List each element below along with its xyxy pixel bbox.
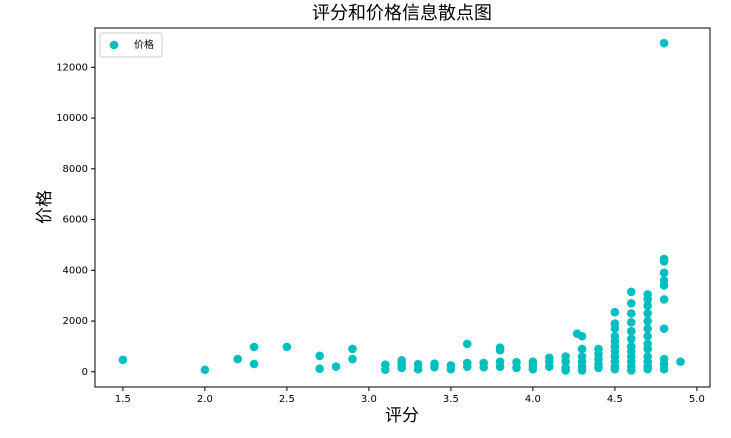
legend-marker: [109, 40, 119, 50]
y-tick-label: 12000: [56, 62, 88, 73]
point: [659, 324, 669, 333]
point: [626, 309, 636, 318]
y-tick-label: 10000: [56, 113, 88, 124]
point: [626, 298, 636, 308]
point: [528, 364, 538, 374]
point: [397, 363, 406, 373]
x-tick-label: 4.0: [525, 394, 541, 405]
point: [643, 316, 652, 326]
plot-area: [94, 27, 711, 388]
point: [643, 309, 652, 318]
x-tick-label: 3.5: [443, 394, 459, 405]
point: [594, 363, 603, 373]
legend-label: 价格: [134, 38, 154, 51]
point: [331, 362, 341, 372]
point: [233, 354, 242, 364]
point: [659, 257, 669, 266]
chart-title: 评分和价格信息散点图: [312, 3, 492, 24]
point: [348, 354, 357, 364]
legend-box: [99, 32, 163, 58]
y-tick-label: 0: [82, 367, 88, 378]
point: [610, 324, 620, 333]
point: [610, 364, 620, 374]
point: [544, 362, 554, 372]
y-tick-label: 2000: [63, 316, 88, 327]
point: [643, 295, 652, 304]
x-axis-label: 评分: [385, 406, 419, 426]
point: [659, 295, 669, 304]
point: [659, 38, 669, 48]
x-tick-label: 1.5: [115, 394, 131, 405]
point: [626, 334, 636, 344]
point: [626, 366, 636, 375]
point: [659, 364, 669, 374]
point: [249, 359, 259, 369]
point: [495, 345, 505, 355]
point: [643, 331, 652, 341]
x-tick-label: 3.0: [361, 394, 377, 405]
point: [676, 357, 685, 366]
point: [561, 366, 570, 375]
point: [577, 366, 587, 375]
x-tick-label: 4.5: [607, 394, 623, 405]
point: [626, 287, 636, 297]
point: [430, 362, 439, 372]
point: [462, 362, 472, 372]
point: [446, 364, 456, 374]
x-tick-label: 5.0: [689, 394, 705, 405]
point: [315, 351, 324, 361]
x-tick-label: 2.0: [197, 394, 213, 405]
point: [626, 326, 636, 336]
point: [315, 364, 324, 374]
point: [577, 344, 587, 354]
point: [577, 331, 587, 341]
point: [380, 365, 390, 375]
point: [200, 365, 210, 375]
y-axis-label: 价格: [35, 190, 55, 224]
point: [659, 281, 669, 290]
y-tick-label: 6000: [63, 215, 88, 226]
point: [118, 355, 128, 365]
point: [348, 344, 357, 354]
point: [479, 362, 488, 372]
point: [512, 363, 521, 373]
y-tick-label: 8000: [63, 164, 88, 175]
y-tick-label: 4000: [63, 265, 88, 276]
point: [626, 318, 636, 327]
point: [413, 364, 423, 374]
point: [643, 324, 652, 333]
point: [495, 362, 505, 372]
point: [659, 268, 669, 278]
point: [643, 301, 652, 311]
point: [610, 307, 620, 317]
point: [462, 339, 472, 349]
point: [561, 357, 570, 366]
point: [249, 342, 259, 352]
x-tick-label: 2.5: [279, 394, 295, 405]
point: [643, 344, 652, 354]
point: [643, 364, 652, 374]
point: [282, 342, 292, 352]
